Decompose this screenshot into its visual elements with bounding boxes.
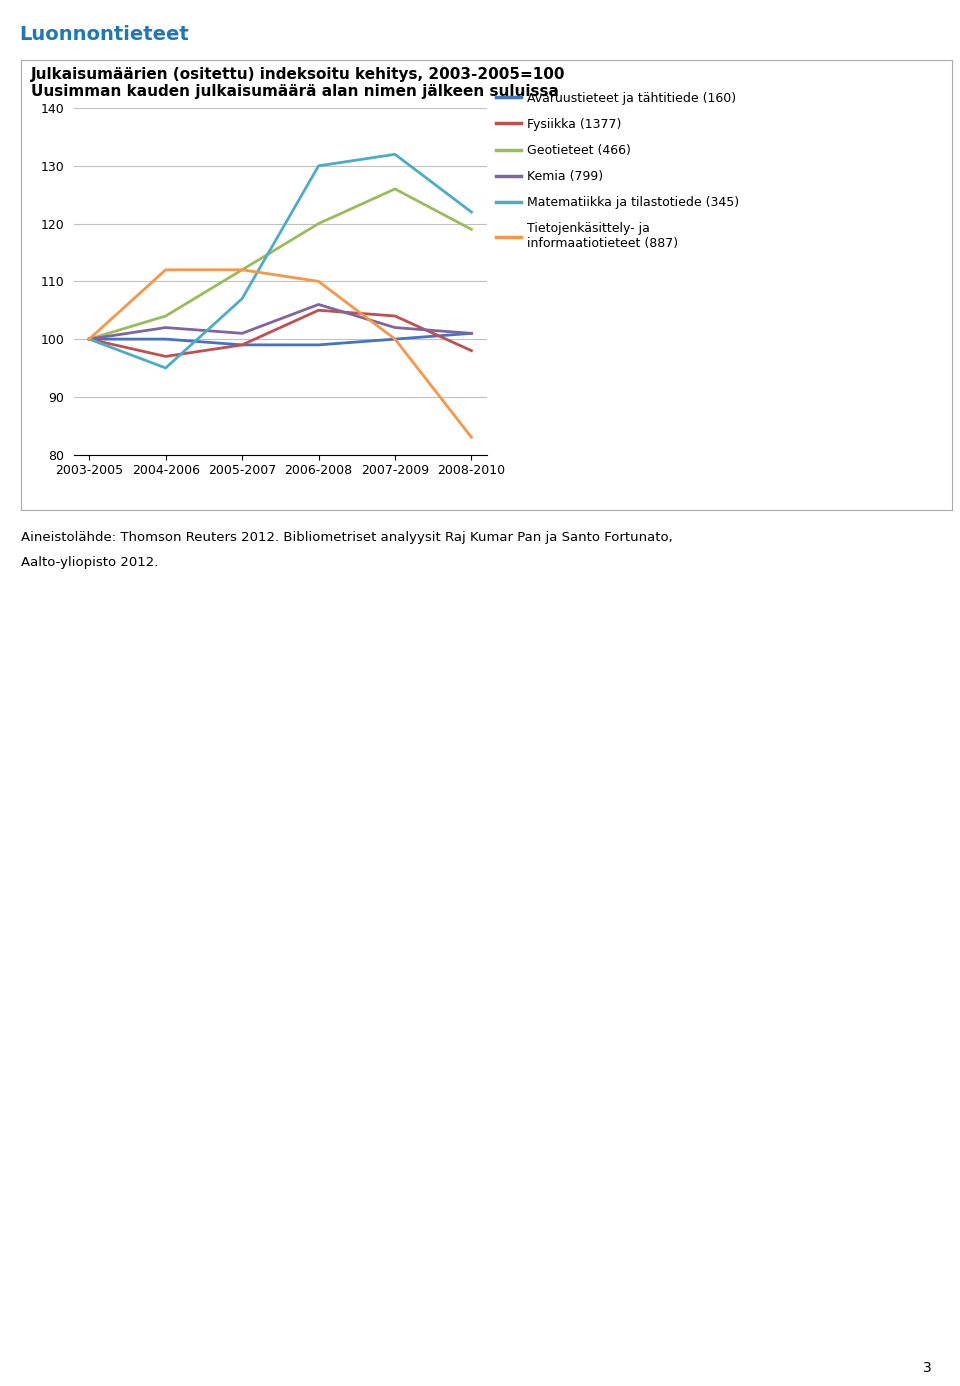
Text: Luonnontieteet: Luonnontieteet: [19, 25, 189, 44]
Legend: Avaruustieteet ja tähtitiede (160), Fysiikka (1377), Geotieteet (466), Kemia (79: Avaruustieteet ja tähtitiede (160), Fysi…: [492, 87, 744, 255]
Text: Aineistolähde: Thomson Reuters 2012. Bibliometriset analyysit Raj Kumar Pan ja S: Aineistolähde: Thomson Reuters 2012. Bib…: [21, 531, 673, 543]
Text: Julkaisumäärien (ositettu) indeksoitu kehitys, 2003-2005=100
Uusimman kauden jul: Julkaisumäärien (ositettu) indeksoitu ke…: [31, 67, 565, 98]
Text: 3: 3: [923, 1361, 931, 1375]
Text: Aalto-yliopisto 2012.: Aalto-yliopisto 2012.: [21, 556, 158, 568]
